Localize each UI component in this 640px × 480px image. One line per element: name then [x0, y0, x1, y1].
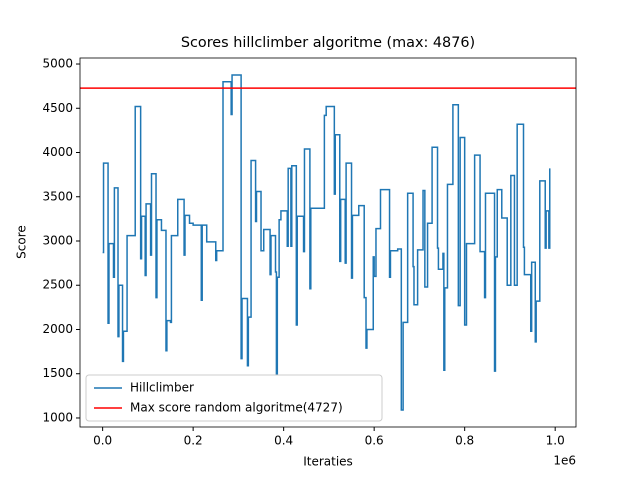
x-tick-label: 0.2	[184, 434, 203, 448]
y-tick-label: 3500	[42, 189, 73, 203]
x-tick-label: 0.0	[93, 434, 112, 448]
x-offset-label: 1e6	[553, 454, 576, 468]
y-tick-label: 4500	[42, 101, 73, 115]
y-tick-label: 3000	[42, 233, 73, 247]
y-tick-label: 1000	[42, 410, 73, 424]
y-tick-label: 2500	[42, 278, 73, 292]
y-tick-label: 5000	[42, 57, 73, 71]
series-line	[102, 74, 551, 411]
y-tick-label: 4000	[42, 145, 73, 159]
y-axis-label: Score	[15, 225, 29, 259]
x-tick-label: 0.4	[274, 434, 293, 448]
legend-label: Hillclimber	[130, 381, 194, 395]
x-tick-label: 1.0	[546, 434, 565, 448]
x-tick-label: 0.6	[365, 434, 384, 448]
legend-box	[85, 374, 383, 422]
plot-frame	[79, 57, 577, 428]
x-tick-label: 0.8	[455, 434, 474, 448]
y-tick-label: 2000	[42, 322, 73, 336]
legend-label: Max score random algoritme(4727)	[130, 401, 343, 415]
x-axis-label: Iteraties	[303, 455, 353, 469]
y-tick-label: 1500	[42, 366, 73, 380]
chart-title: Scores hillclimber algoritme (max: 4876)	[181, 35, 475, 51]
